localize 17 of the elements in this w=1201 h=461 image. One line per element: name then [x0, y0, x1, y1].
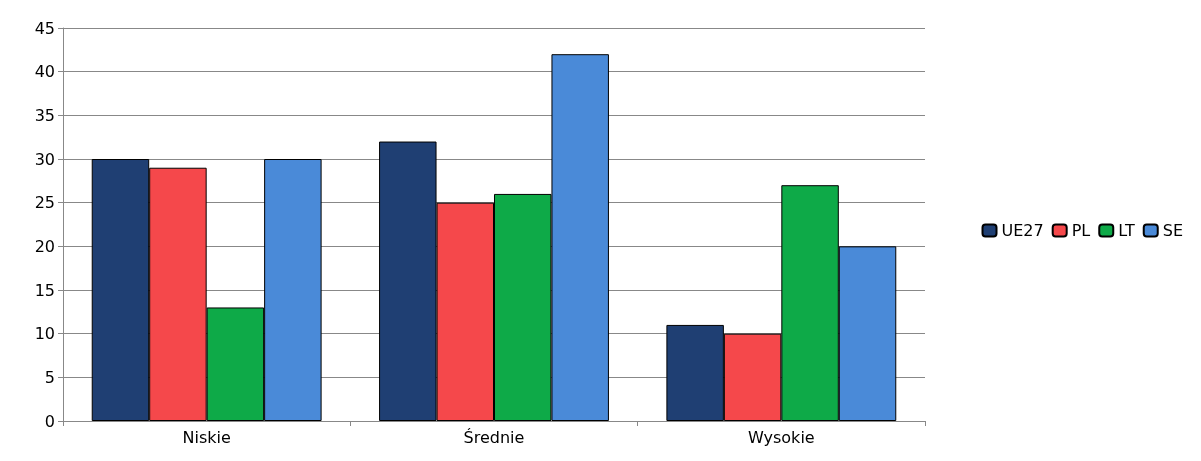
legend-label: PL	[1071, 221, 1091, 240]
y-tick-label: 30	[34, 149, 55, 169]
y-tick-label: 40	[34, 62, 55, 82]
legend-label: LT	[1118, 221, 1135, 240]
x-tick-label: Średnie	[463, 427, 525, 447]
y-tick-label: 35	[34, 105, 55, 125]
y-tick-label: 5	[44, 367, 55, 387]
legend-label: UE27	[1001, 221, 1044, 240]
y-tick-label: 20	[34, 236, 55, 256]
y-tick-label: 0	[44, 411, 55, 431]
y-tick-label: 25	[34, 193, 55, 213]
y-tick-label: 45	[34, 18, 55, 38]
legend-label: SE	[1162, 221, 1183, 240]
y-tick-label: 10	[34, 324, 55, 344]
x-tick-label: Wysokie	[747, 427, 815, 447]
y-tick-label: 15	[34, 280, 55, 300]
x-tick-label: Niskie	[182, 427, 231, 447]
